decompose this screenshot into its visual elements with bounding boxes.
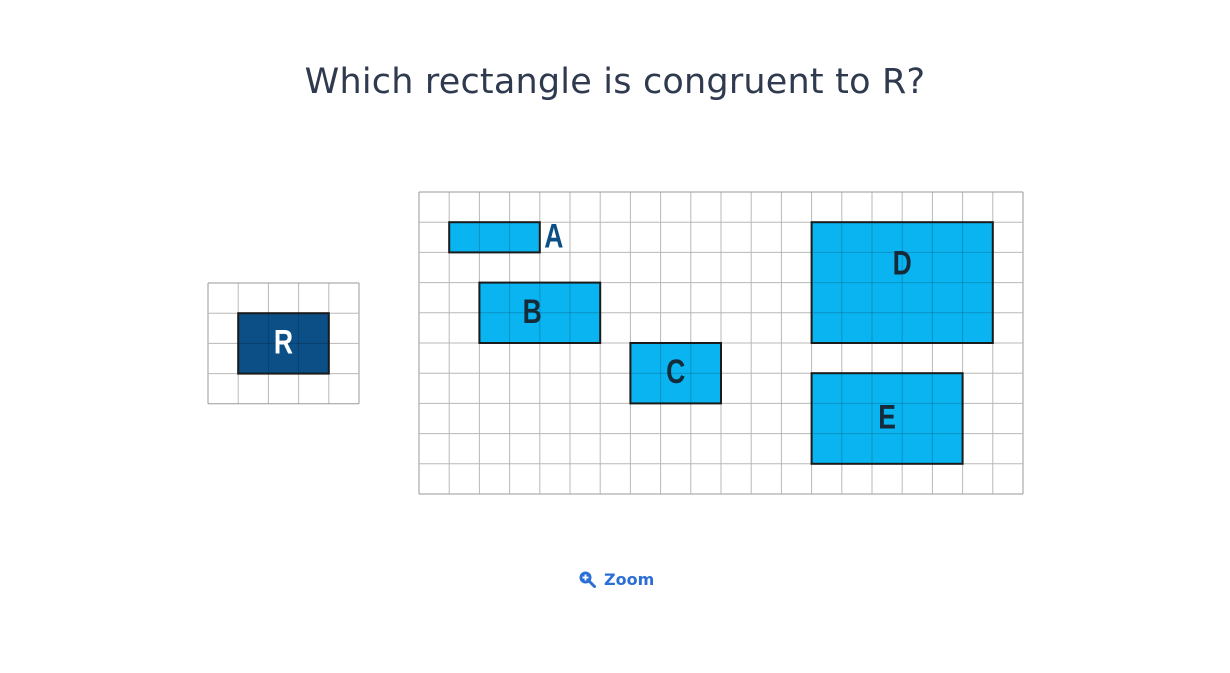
rectangle-b-outline (478, 281, 602, 345)
zoom-label: Zoom (604, 569, 655, 589)
rectangle-d-outline (810, 221, 994, 344)
rectangle-b-fill (479, 282, 601, 343)
rectangle-e-label: E (878, 398, 896, 436)
rectangle-b-label: B (523, 293, 542, 331)
rectangle-c-label: C (666, 353, 685, 391)
rectangle-r-fill (238, 313, 329, 374)
zoom-in-icon (579, 571, 596, 588)
rectangle-r-outline (237, 312, 330, 375)
rectangle-e-fill (811, 373, 963, 464)
rectangle-c-outline (629, 342, 723, 405)
reference-grid: R (207, 282, 360, 405)
zoom-button[interactable]: Zoom (578, 566, 654, 592)
rectangle-r-label: R (274, 323, 293, 361)
rectangle-e-outline (810, 372, 964, 465)
rectangle-a-fill (449, 222, 540, 253)
rectangle-d-label: D (893, 244, 912, 282)
rectangle-c-fill (630, 343, 721, 404)
question-title: Which rectangle is congruent to R? (304, 62, 926, 102)
rectangles: AB C D E (448, 217, 994, 465)
rectangle-a-label: A (544, 217, 563, 255)
rectangle-a-outline (448, 221, 541, 254)
rectangle-d-fill (811, 222, 993, 343)
